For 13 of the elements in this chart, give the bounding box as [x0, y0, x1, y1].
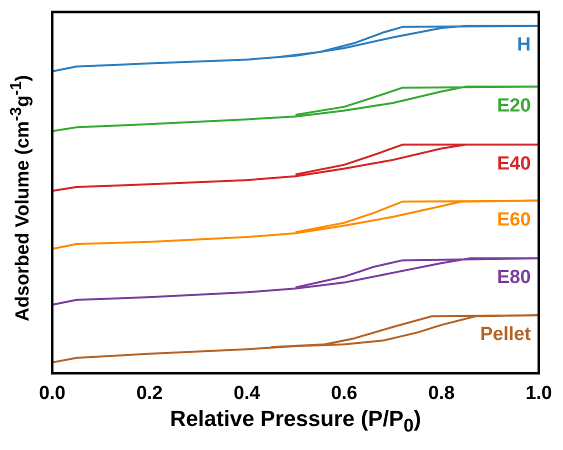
x-tick-label: 0.8	[428, 382, 455, 404]
x-tick-label: 0.6	[330, 382, 358, 404]
series-label: Pellet	[480, 324, 532, 345]
x-axis-title: Relative Pressure (P/P$_{0}$)	[168, 406, 422, 436]
x-tick-label: 0.4	[234, 382, 260, 404]
x-tick-label: 1.0	[526, 382, 552, 404]
series-label: E40	[496, 153, 531, 174]
series-label: E60	[496, 209, 531, 230]
x-tick-label: 0.2	[136, 382, 163, 404]
series-label: H	[517, 34, 531, 56]
series-label: E80	[496, 266, 531, 288]
series-label: E20	[496, 95, 531, 116]
x-tick-label: 0.0	[38, 382, 66, 404]
